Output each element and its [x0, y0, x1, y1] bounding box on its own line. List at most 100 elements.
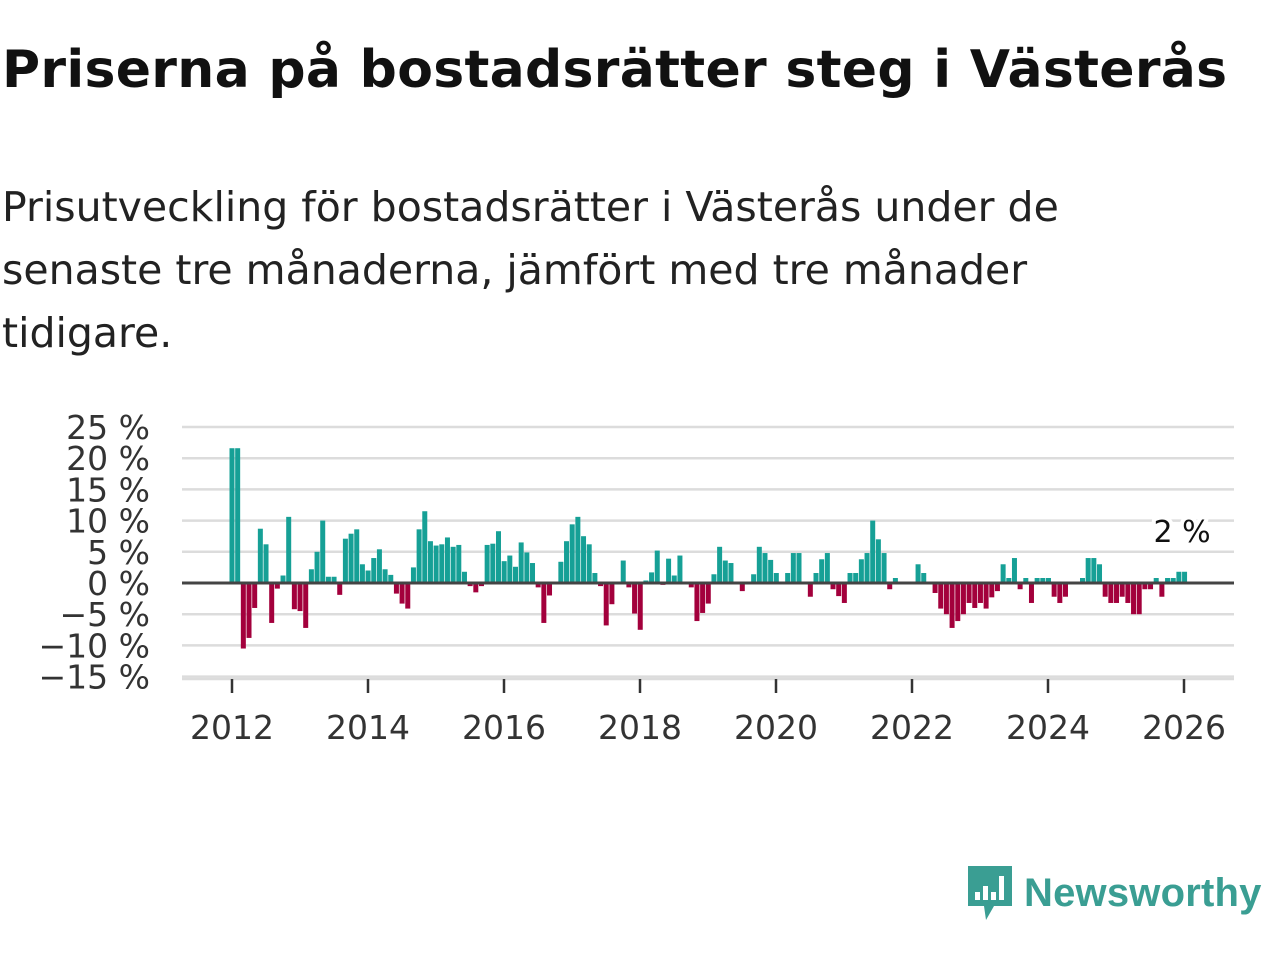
bar — [875, 539, 881, 583]
bar — [700, 583, 706, 613]
x-tick-label: 2024 — [1006, 708, 1090, 747]
bar — [649, 572, 655, 583]
bar — [314, 551, 320, 583]
bar — [836, 583, 842, 597]
bar — [870, 520, 876, 583]
bar — [297, 583, 303, 612]
bar — [1023, 578, 1029, 583]
bar — [541, 583, 547, 623]
bar — [887, 583, 893, 590]
bar — [450, 546, 456, 583]
gridlines — [182, 425, 1234, 681]
bar — [796, 553, 802, 583]
bar — [938, 583, 944, 609]
bar — [943, 583, 949, 615]
bar — [626, 583, 632, 588]
bar — [609, 583, 615, 605]
bar — [359, 564, 365, 583]
bar — [717, 546, 723, 583]
bar — [813, 573, 819, 583]
bar — [558, 561, 564, 583]
bar — [467, 583, 473, 587]
bar — [342, 538, 348, 583]
bar — [586, 544, 592, 583]
bar — [518, 542, 524, 583]
bar — [388, 574, 394, 583]
y-tick-label: 20 % — [66, 439, 150, 478]
bar — [240, 583, 246, 649]
bar — [785, 573, 791, 583]
bar — [932, 583, 938, 593]
bar — [439, 544, 445, 583]
bar — [864, 553, 870, 583]
latest-value-label: 2 % — [1153, 515, 1210, 550]
bar — [722, 560, 728, 583]
bar — [235, 448, 241, 583]
bar — [530, 563, 536, 583]
bar — [666, 558, 672, 583]
bar — [768, 559, 774, 583]
bar — [490, 543, 496, 583]
bar — [1142, 583, 1148, 590]
bar — [824, 553, 830, 583]
y-tick-label: 10 % — [66, 502, 150, 541]
bar — [337, 583, 343, 595]
bar — [1182, 571, 1188, 583]
y-axis: 25 %20 %15 %10 %5 %0 %−5 %−10 %−15 % — [39, 408, 151, 697]
bar — [1028, 583, 1034, 603]
bar — [348, 533, 354, 583]
bar — [495, 531, 501, 583]
bar — [382, 569, 388, 583]
bar — [841, 583, 847, 603]
bar — [280, 575, 286, 583]
y-tick-label: 5 % — [87, 533, 150, 572]
bar — [1034, 578, 1040, 583]
bar — [399, 583, 405, 604]
bar — [1011, 558, 1017, 583]
bar — [433, 545, 439, 583]
bar — [1165, 578, 1171, 583]
bar — [989, 583, 995, 598]
y-tick-label: 15 % — [66, 470, 150, 509]
bar — [1119, 583, 1125, 597]
bar — [756, 546, 762, 583]
bar — [603, 583, 609, 626]
bar — [592, 573, 598, 583]
bar — [1051, 583, 1057, 597]
bar — [1045, 578, 1051, 583]
bar — [507, 555, 513, 583]
bar — [620, 560, 626, 583]
x-tick-label: 2026 — [1142, 708, 1226, 747]
bar — [1000, 564, 1006, 583]
newsworthy-logo-icon — [968, 866, 1012, 920]
bar — [1006, 578, 1012, 583]
bar — [773, 573, 779, 583]
bar — [547, 583, 553, 596]
bar — [354, 529, 360, 583]
bar — [972, 583, 978, 608]
bar — [1148, 583, 1154, 590]
bar — [830, 583, 836, 590]
bar — [303, 583, 309, 628]
bar — [1170, 578, 1176, 583]
bar — [535, 583, 541, 588]
bar — [858, 559, 864, 583]
bar — [705, 583, 711, 604]
bar — [320, 520, 326, 583]
bar — [983, 583, 989, 609]
y-tick-label: −15 % — [39, 658, 151, 697]
y-tick-label: −10 % — [39, 626, 151, 665]
bar — [881, 553, 887, 583]
brand-name: Newsworthy — [1024, 870, 1262, 915]
bar — [252, 583, 258, 608]
bar — [960, 583, 966, 615]
bar — [807, 583, 813, 597]
bar — [694, 583, 700, 622]
bar — [632, 583, 638, 614]
bar — [291, 583, 297, 610]
bar — [1108, 583, 1114, 603]
bar — [456, 544, 462, 583]
bar — [564, 541, 570, 583]
bar — [1091, 558, 1097, 583]
bar — [308, 569, 314, 583]
